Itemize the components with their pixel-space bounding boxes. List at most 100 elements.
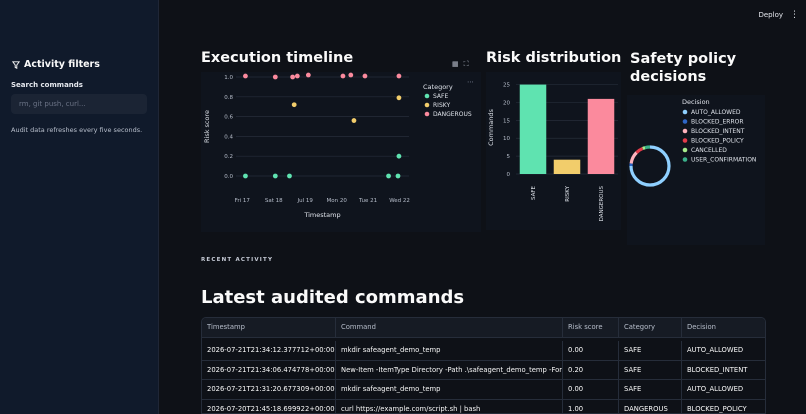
table-cell: 2026-07-21T21:31:20.677309+00:00 bbox=[202, 380, 336, 399]
safety-title-line2: decisions bbox=[630, 69, 707, 85]
chart-toolbar: ▦ ⛶ bbox=[452, 60, 469, 69]
data-point-risky bbox=[396, 95, 402, 101]
slice-user-confirmation bbox=[644, 145, 651, 150]
legend-label: AUTO_ALLOWED bbox=[691, 109, 741, 116]
data-point-dangerous bbox=[305, 72, 311, 78]
y-tick-label: 0.0 bbox=[224, 174, 233, 180]
y-axis-title: Commands bbox=[487, 108, 495, 145]
data-point-dangerous bbox=[290, 74, 296, 80]
bar-dangerous bbox=[587, 98, 615, 174]
legend-label: SAFE bbox=[433, 93, 448, 100]
y-tick-label: 0.4 bbox=[224, 134, 233, 140]
column-header[interactable]: Timestamp bbox=[202, 318, 336, 337]
x-tick-label: SAFE bbox=[531, 185, 537, 200]
table-cell: 2026-07-21T21:34:12.377712+00:00 bbox=[202, 341, 336, 360]
y-tick-label: 0.2 bbox=[224, 154, 233, 160]
legend-label: CANCELLED bbox=[691, 147, 727, 154]
legend-title: Decision bbox=[682, 98, 710, 106]
y-tick-label: 20 bbox=[503, 100, 510, 106]
timeline-chart: 0.0 0.2 0.4 0.6 0.8 1.0 Fri 17 Sat 18 Jul 19 Mon … bbox=[203, 72, 474, 219]
y-tick-label: 5 bbox=[507, 154, 511, 160]
table-view-icon[interactable]: ▦ bbox=[452, 60, 459, 68]
legend-swatch bbox=[682, 119, 688, 124]
table-cell: AUTO_ALLOWED bbox=[687, 346, 744, 355]
y-tick-label: 15 bbox=[503, 118, 510, 124]
table-cell: 2026-07-21T21:34:06.474778+00:00 bbox=[202, 360, 336, 379]
x-tick-label: Sat 18 bbox=[265, 198, 283, 204]
legend-label: BLOCKED_INTENT bbox=[691, 128, 745, 135]
table-cell: curl https://example.com/script.sh | bas… bbox=[336, 399, 563, 413]
slice-cancelled bbox=[642, 146, 646, 150]
table-row: 2026-07-21T21:31:20.677309+00:00 mkdir sa… bbox=[202, 380, 765, 400]
refresh-note: Audit data refreshes every five seconds. bbox=[11, 126, 143, 134]
data-point-safe bbox=[395, 173, 401, 179]
x-tick-label: Tue 21 bbox=[358, 198, 377, 204]
legend-swatch bbox=[682, 147, 688, 153]
column-header[interactable]: Category bbox=[619, 318, 682, 337]
column-header[interactable]: Risk score bbox=[563, 318, 619, 337]
legend-title: Category bbox=[423, 83, 453, 91]
table-cell: AUTO_ALLOWED bbox=[687, 385, 744, 394]
x-tick-label: Mon 20 bbox=[326, 198, 347, 204]
table-cell: 1.00 bbox=[563, 399, 619, 413]
table-row: 2026-07-20T21:45:18.699922+00:00 curl htt… bbox=[202, 399, 765, 413]
slice-blocked-policy bbox=[635, 146, 644, 154]
table-cell: DANGEROUS bbox=[619, 399, 682, 413]
legend-swatch bbox=[682, 128, 688, 134]
fullscreen-icon[interactable]: ⛶ bbox=[463, 60, 469, 68]
data-point-risky bbox=[351, 118, 357, 123]
latest-title: Latest audited commands bbox=[201, 287, 465, 308]
legend-swatch bbox=[682, 157, 688, 162]
bar-safe bbox=[519, 84, 547, 174]
bar-risky bbox=[553, 159, 581, 174]
table-cell: mkdir safeagent_demo_temp bbox=[336, 341, 563, 360]
y-tick-label: 10 bbox=[503, 136, 510, 142]
x-tick-label: RISKY bbox=[565, 185, 571, 201]
column-header[interactable]: Command bbox=[336, 318, 563, 337]
table-cell: SAFE bbox=[619, 380, 682, 399]
slice-auto-allowed bbox=[629, 145, 671, 187]
table-cell: 0.20 bbox=[563, 360, 619, 379]
y-tick-label: 0 bbox=[507, 172, 511, 178]
data-point-safe bbox=[243, 173, 248, 179]
data-point-safe bbox=[386, 173, 391, 179]
data-point-dangerous bbox=[294, 73, 300, 79]
data-point-risky bbox=[291, 102, 297, 108]
data-point-dangerous bbox=[340, 73, 346, 79]
column-header[interactable]: Decision bbox=[687, 323, 716, 332]
data-point-dangerous bbox=[348, 72, 354, 78]
data-point-dangerous bbox=[243, 73, 248, 79]
top-bar: Deploy ⋮ bbox=[159, 0, 806, 34]
timeline-title: Execution timeline bbox=[201, 50, 354, 66]
table-cell: 0.00 bbox=[563, 380, 619, 399]
y-tick-label: 1.0 bbox=[224, 75, 233, 81]
legend-label: BLOCKED_ERROR bbox=[691, 119, 744, 126]
safety-panel bbox=[627, 95, 765, 245]
y-tick-label: 25 bbox=[503, 83, 510, 89]
search-input[interactable] bbox=[11, 94, 147, 114]
table-row: 2026-07-21T21:34:12.377712+00:00 mkdir sa… bbox=[202, 341, 765, 361]
safety-title-line1: Safety policy bbox=[630, 51, 737, 67]
table-cell: BLOCKED_INTENT bbox=[687, 365, 748, 374]
table-header: Timestamp Command Risk score Category Decisi… bbox=[202, 318, 765, 338]
deploy-button[interactable]: Deploy bbox=[758, 11, 783, 19]
data-point-safe bbox=[396, 153, 402, 159]
y-axis-title: Risk score bbox=[203, 110, 211, 143]
data-point-dangerous bbox=[396, 73, 402, 79]
table-cell: 0.00 bbox=[563, 341, 619, 360]
data-point-dangerous bbox=[362, 73, 368, 79]
filter-icon bbox=[12, 60, 20, 69]
safety-title: Safety policy decisions bbox=[630, 50, 790, 86]
legend-swatch bbox=[424, 111, 430, 117]
legend-swatch bbox=[424, 102, 430, 108]
x-tick-label: Fri 17 bbox=[235, 198, 251, 204]
risk-title: Risk distribution bbox=[486, 50, 622, 66]
table-row: 2026-07-21T21:34:06.474778+00:00 New-Item… bbox=[202, 360, 765, 380]
x-axis-title: Timestamp bbox=[303, 211, 340, 219]
search-label: Search commands bbox=[11, 81, 83, 89]
table-cell: BLOCKED_POLICY bbox=[687, 404, 747, 413]
legend-swatch bbox=[682, 138, 688, 143]
commands-table: Timestamp Command Risk score Category Decisi… bbox=[201, 317, 766, 414]
kebab-icon[interactable]: ⋮ bbox=[790, 10, 799, 20]
timeline-panel bbox=[201, 72, 481, 232]
